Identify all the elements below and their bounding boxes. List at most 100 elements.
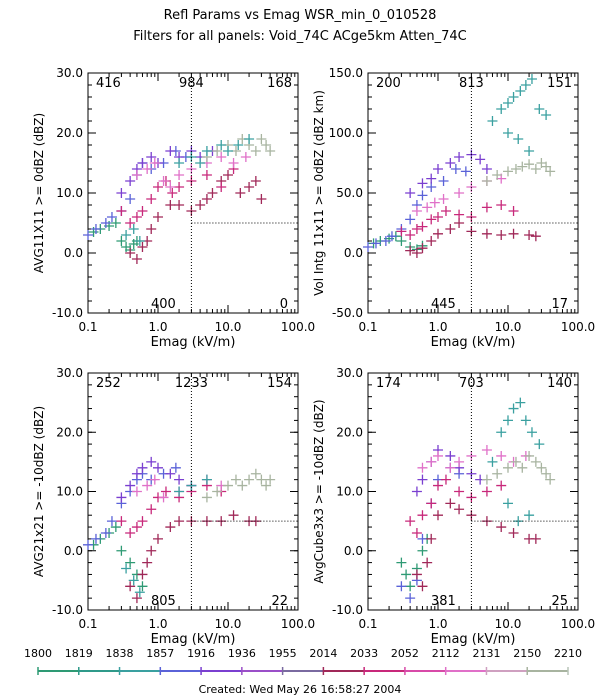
colorbar-label: 1857 — [146, 647, 174, 660]
data-point — [131, 468, 142, 479]
data-point — [100, 527, 111, 538]
count-top-left: 416 — [96, 76, 121, 91]
data-point — [146, 456, 157, 467]
colorbar-label: 1838 — [106, 647, 134, 660]
count-top-center: 984 — [179, 76, 204, 91]
count-bottom-right: 22 — [271, 594, 288, 609]
data-point — [492, 468, 503, 479]
data-point — [131, 212, 142, 222]
x-tick-label: 100.0 — [281, 320, 315, 334]
data-point — [433, 450, 443, 461]
y-tick-label: 30.0 — [336, 366, 363, 380]
data-point — [121, 563, 132, 574]
data-point — [212, 486, 223, 497]
data-point — [526, 427, 537, 438]
data-point — [233, 140, 244, 150]
x-axis-label: Emag (kV/m) — [151, 335, 236, 350]
data-point — [396, 236, 407, 246]
data-point — [524, 230, 535, 240]
colorbar-label: 2150 — [513, 647, 541, 660]
data-point — [517, 462, 528, 473]
data-point — [541, 161, 552, 172]
data-point — [256, 474, 267, 485]
y-tick-label: 30.0 — [56, 66, 83, 80]
data-point — [244, 134, 255, 144]
data-point — [386, 231, 397, 242]
x-tick-label: 100.0 — [561, 320, 595, 334]
data-point — [201, 474, 212, 485]
data-point — [165, 468, 176, 479]
data-point — [508, 527, 519, 538]
data-point — [481, 202, 492, 213]
data-point — [545, 166, 556, 177]
data-point — [134, 236, 145, 246]
x-tick-label: 0.1 — [78, 320, 97, 334]
data-point — [503, 462, 513, 473]
data-point — [426, 236, 437, 246]
data-point — [174, 200, 185, 210]
panel-4: 0.1 1.0 10.0 100.0 -10.0 0.0 10.0 20.0 30.0 174 70… — [312, 366, 595, 647]
panel-1: 0.1 1.0 10.0 100.0 -10.0 0.0 10.0 20.0 30.0 416 98… — [32, 66, 315, 350]
data-point — [417, 221, 428, 232]
data-point — [146, 194, 157, 204]
colorbar-label: 2210 — [554, 647, 582, 660]
data-point — [496, 450, 507, 461]
data-point — [153, 462, 163, 473]
data-point — [503, 128, 513, 138]
data-point — [445, 462, 456, 473]
data-point — [411, 527, 422, 538]
count-top-right: 154 — [267, 376, 292, 391]
data-point — [216, 152, 227, 162]
data-point — [125, 557, 136, 568]
data-point — [250, 146, 261, 156]
data-point — [201, 170, 212, 180]
count-top-right: 140 — [547, 376, 572, 391]
data-point — [174, 516, 185, 527]
data-point — [530, 533, 541, 544]
x-tick-label: 100.0 — [561, 617, 595, 631]
data-point — [125, 176, 136, 186]
data-point — [487, 456, 498, 467]
y-tick-label: 10.0 — [56, 186, 83, 200]
data-point — [454, 152, 465, 162]
data-point — [536, 462, 547, 473]
chart-title: Refl Params vs Emag WSR_min_0_010528 — [163, 8, 437, 23]
data-point — [110, 522, 121, 533]
data-point — [438, 194, 449, 204]
count-bottom-center: 805 — [151, 594, 176, 609]
y-tick-label: -10.0 — [332, 603, 363, 617]
y-tick-label: 30.0 — [56, 366, 83, 380]
data-point — [450, 164, 461, 174]
data-point — [433, 510, 443, 521]
data-point — [146, 152, 157, 162]
y-tick-label: 10.0 — [56, 485, 83, 499]
data-point — [223, 170, 233, 180]
data-point — [244, 474, 255, 485]
data-point — [433, 480, 443, 491]
x-tick-label: 10.0 — [495, 320, 522, 334]
data-point — [90, 224, 101, 234]
data-point — [149, 474, 160, 485]
data-point — [530, 456, 541, 467]
data-point — [100, 218, 111, 228]
y-tick-label: 20.0 — [56, 425, 83, 439]
data-point — [513, 516, 524, 527]
data-point — [530, 231, 541, 242]
data-point — [411, 486, 422, 497]
data-point — [250, 516, 261, 527]
data-point — [363, 242, 373, 252]
data-point — [125, 194, 136, 204]
data-point — [158, 176, 169, 186]
plot-frame — [367, 72, 579, 314]
data-point — [475, 154, 486, 165]
data-point — [125, 218, 136, 228]
count-top-left: 200 — [376, 76, 401, 91]
data-point — [411, 224, 422, 234]
colorbar-label: 1955 — [269, 647, 297, 660]
x-tick-label: 10.0 — [495, 617, 522, 631]
data-point — [438, 176, 449, 186]
data-point — [426, 214, 437, 225]
data-point — [125, 248, 136, 258]
data-point — [174, 170, 185, 180]
data-point — [216, 182, 227, 192]
